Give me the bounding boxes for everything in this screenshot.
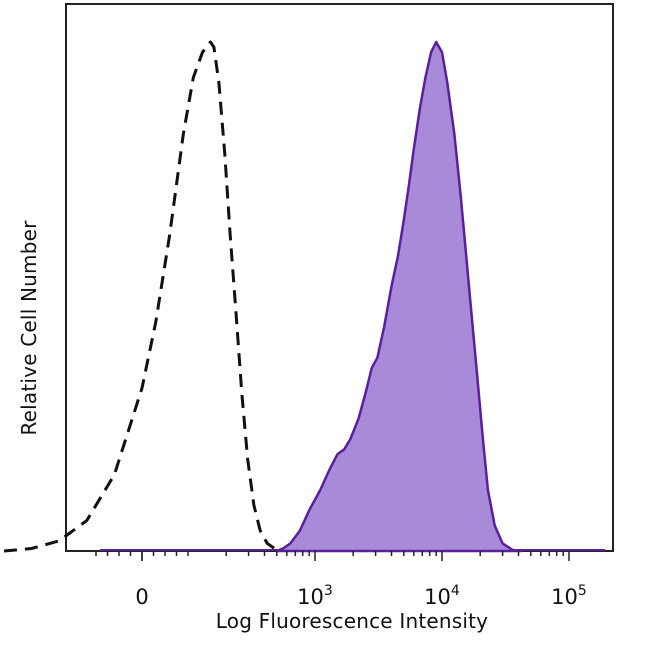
control-histogram-outline — [3, 40, 282, 553]
stained-histogram-area — [275, 40, 523, 553]
x-tick-label: 105 — [551, 583, 587, 609]
series-layer — [3, 40, 605, 553]
x-axis-tick-labels: 0 103 104 105 — [135, 583, 587, 609]
x-axis-ticks — [95, 551, 570, 561]
x-tick-label: 0 — [135, 585, 148, 609]
y-axis-title: Relative Cell Number — [17, 220, 41, 436]
x-tick-label: 103 — [297, 583, 333, 609]
x-axis-title: Log Fluorescence Intensity — [216, 609, 488, 633]
x-tick-label: 104 — [424, 583, 460, 609]
